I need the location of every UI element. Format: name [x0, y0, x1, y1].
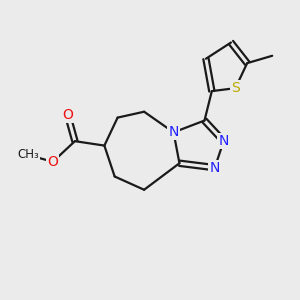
Text: methyl: methyl [24, 154, 29, 155]
Text: O: O [47, 155, 58, 169]
Text: N: N [168, 125, 179, 139]
Text: O: O [62, 108, 73, 122]
Text: N: N [210, 161, 220, 175]
Text: N: N [218, 134, 229, 148]
Text: S: S [231, 81, 240, 95]
Text: CH₃: CH₃ [17, 148, 39, 161]
